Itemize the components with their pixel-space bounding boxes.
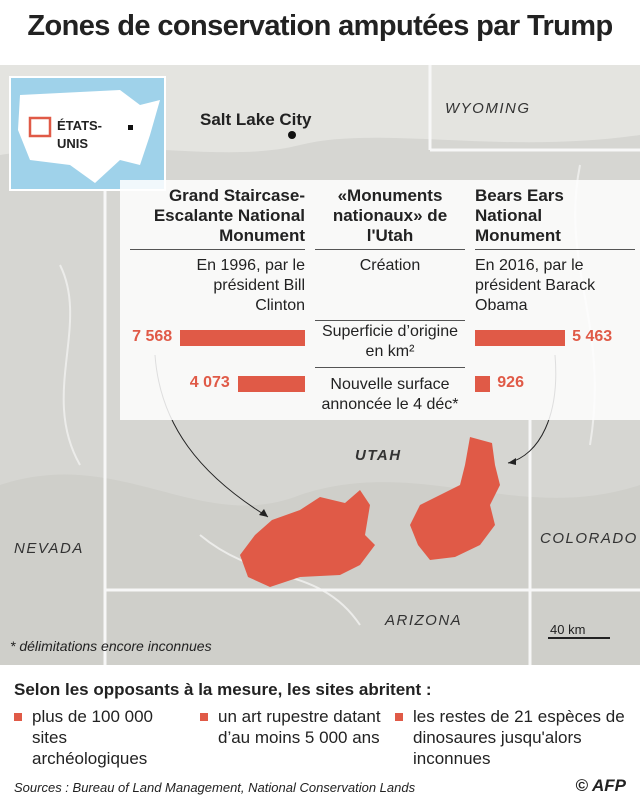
inset-label-line: UNIS [57,136,89,151]
title: Zones de conservation amputées par Trump [27,10,613,42]
sites-heading: Selon les opposants à la mesure, les sit… [14,680,432,699]
credit: © AFP [575,776,626,795]
column-header: «Monuments nationaux» de l'Utah [332,186,448,245]
sources: Sources : Bureau of Land Management, Nat… [14,780,416,795]
city-label: Salt Lake City [200,110,312,129]
divider [475,249,635,250]
state-label: UTAH [355,447,402,464]
series-name: Grand Staircase-Escalante National Monum… [153,186,305,245]
bar [237,376,305,392]
bar [475,376,491,392]
value-label: 5 463 [572,328,613,345]
divider [315,249,465,250]
divider [130,249,305,250]
divider [315,367,465,368]
inset-label-line: ÉTATS- [57,118,103,133]
creation: En 1996, par le président Bill Clinton [196,257,305,314]
site-item: plus de 100 000 sites archéologiques [14,706,182,769]
value-label: 7 568 [132,328,173,345]
site-item: un art rupestre datant d’au moins 5 000 … [200,706,388,748]
bar [475,330,566,346]
value-label: 926 [497,374,524,391]
state-label: WYOMING [445,100,531,117]
row-label: Création [359,257,421,274]
scale-label: 40 km [550,622,586,637]
divider [315,320,465,321]
series-name: Bears Ears National Monument [475,186,564,245]
table-panel [120,180,640,420]
state-label: COLORADO [540,530,638,547]
inset-label: ÉTATS- UNIS [57,117,102,153]
state-label: NEVADA [14,540,84,557]
value-label: 4 073 [189,374,230,391]
creation: En 2016, par le président Barack Obama [475,257,596,314]
state-label: ARIZONA [385,612,463,629]
bar [180,330,305,346]
row-label: Nouvelle surface annoncée le 4 déc* [321,376,459,413]
row-label: Superficie d’origine en km² [321,323,459,360]
footnote: * délimitations encore inconnues [10,638,212,654]
site-item: les restes de 21 espèces de dinosaures j… [395,706,640,769]
